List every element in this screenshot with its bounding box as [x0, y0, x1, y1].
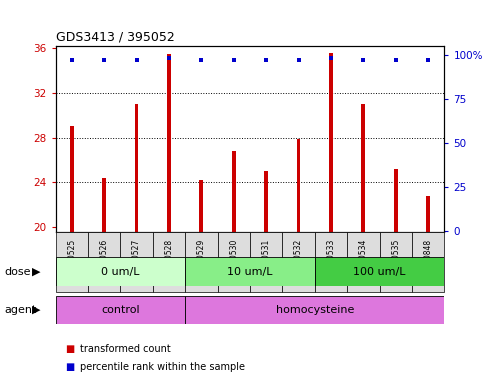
Bar	[315, 232, 347, 292]
Text: GSM240525: GSM240525	[67, 239, 76, 285]
Text: 10 um/L: 10 um/L	[227, 266, 273, 277]
Bar	[135, 104, 139, 232]
Bar	[199, 180, 203, 232]
Text: GSM240530: GSM240530	[229, 239, 238, 285]
Bar	[153, 232, 185, 292]
Bar	[185, 296, 444, 324]
Text: ■: ■	[65, 362, 74, 372]
Text: percentile rank within the sample: percentile rank within the sample	[80, 362, 245, 372]
Bar	[217, 232, 250, 292]
Text: GSM240531: GSM240531	[262, 239, 270, 285]
Bar	[232, 151, 236, 232]
Bar	[329, 53, 333, 232]
Text: GSM240532: GSM240532	[294, 239, 303, 285]
Bar	[250, 232, 283, 292]
Bar	[88, 232, 120, 292]
Bar	[347, 232, 380, 292]
Bar	[70, 126, 74, 232]
Bar	[315, 257, 444, 286]
Bar	[167, 54, 171, 232]
Text: GSM240533: GSM240533	[327, 239, 336, 285]
Text: GSM240527: GSM240527	[132, 239, 141, 285]
Text: 100 um/L: 100 um/L	[353, 266, 406, 277]
Text: agent: agent	[5, 305, 37, 315]
Text: GSM240528: GSM240528	[164, 239, 173, 285]
Text: dose: dose	[5, 266, 31, 277]
Bar	[56, 296, 185, 324]
Text: ▶: ▶	[32, 266, 41, 277]
Bar	[426, 195, 430, 232]
Text: GSM240534: GSM240534	[359, 239, 368, 285]
Bar	[185, 232, 217, 292]
Text: GSM240529: GSM240529	[197, 239, 206, 285]
Bar	[297, 139, 300, 232]
Text: GSM240526: GSM240526	[99, 239, 109, 285]
Bar	[361, 104, 365, 232]
Bar	[185, 257, 315, 286]
Bar	[56, 257, 185, 286]
Text: control: control	[101, 305, 140, 315]
Text: 0 um/L: 0 um/L	[101, 266, 140, 277]
Bar	[412, 232, 444, 292]
Bar	[56, 232, 88, 292]
Text: ■: ■	[65, 344, 74, 354]
Bar	[264, 171, 268, 232]
Bar	[102, 178, 106, 232]
Bar	[283, 232, 315, 292]
Text: GSM240535: GSM240535	[391, 239, 400, 285]
Text: ▶: ▶	[32, 305, 41, 315]
Text: homocysteine: homocysteine	[276, 305, 354, 315]
Text: transformed count: transformed count	[80, 344, 170, 354]
Text: GDS3413 / 395052: GDS3413 / 395052	[56, 30, 174, 43]
Bar	[380, 232, 412, 292]
Bar	[394, 169, 398, 232]
Text: GSM240848: GSM240848	[424, 239, 433, 285]
Bar	[120, 232, 153, 292]
